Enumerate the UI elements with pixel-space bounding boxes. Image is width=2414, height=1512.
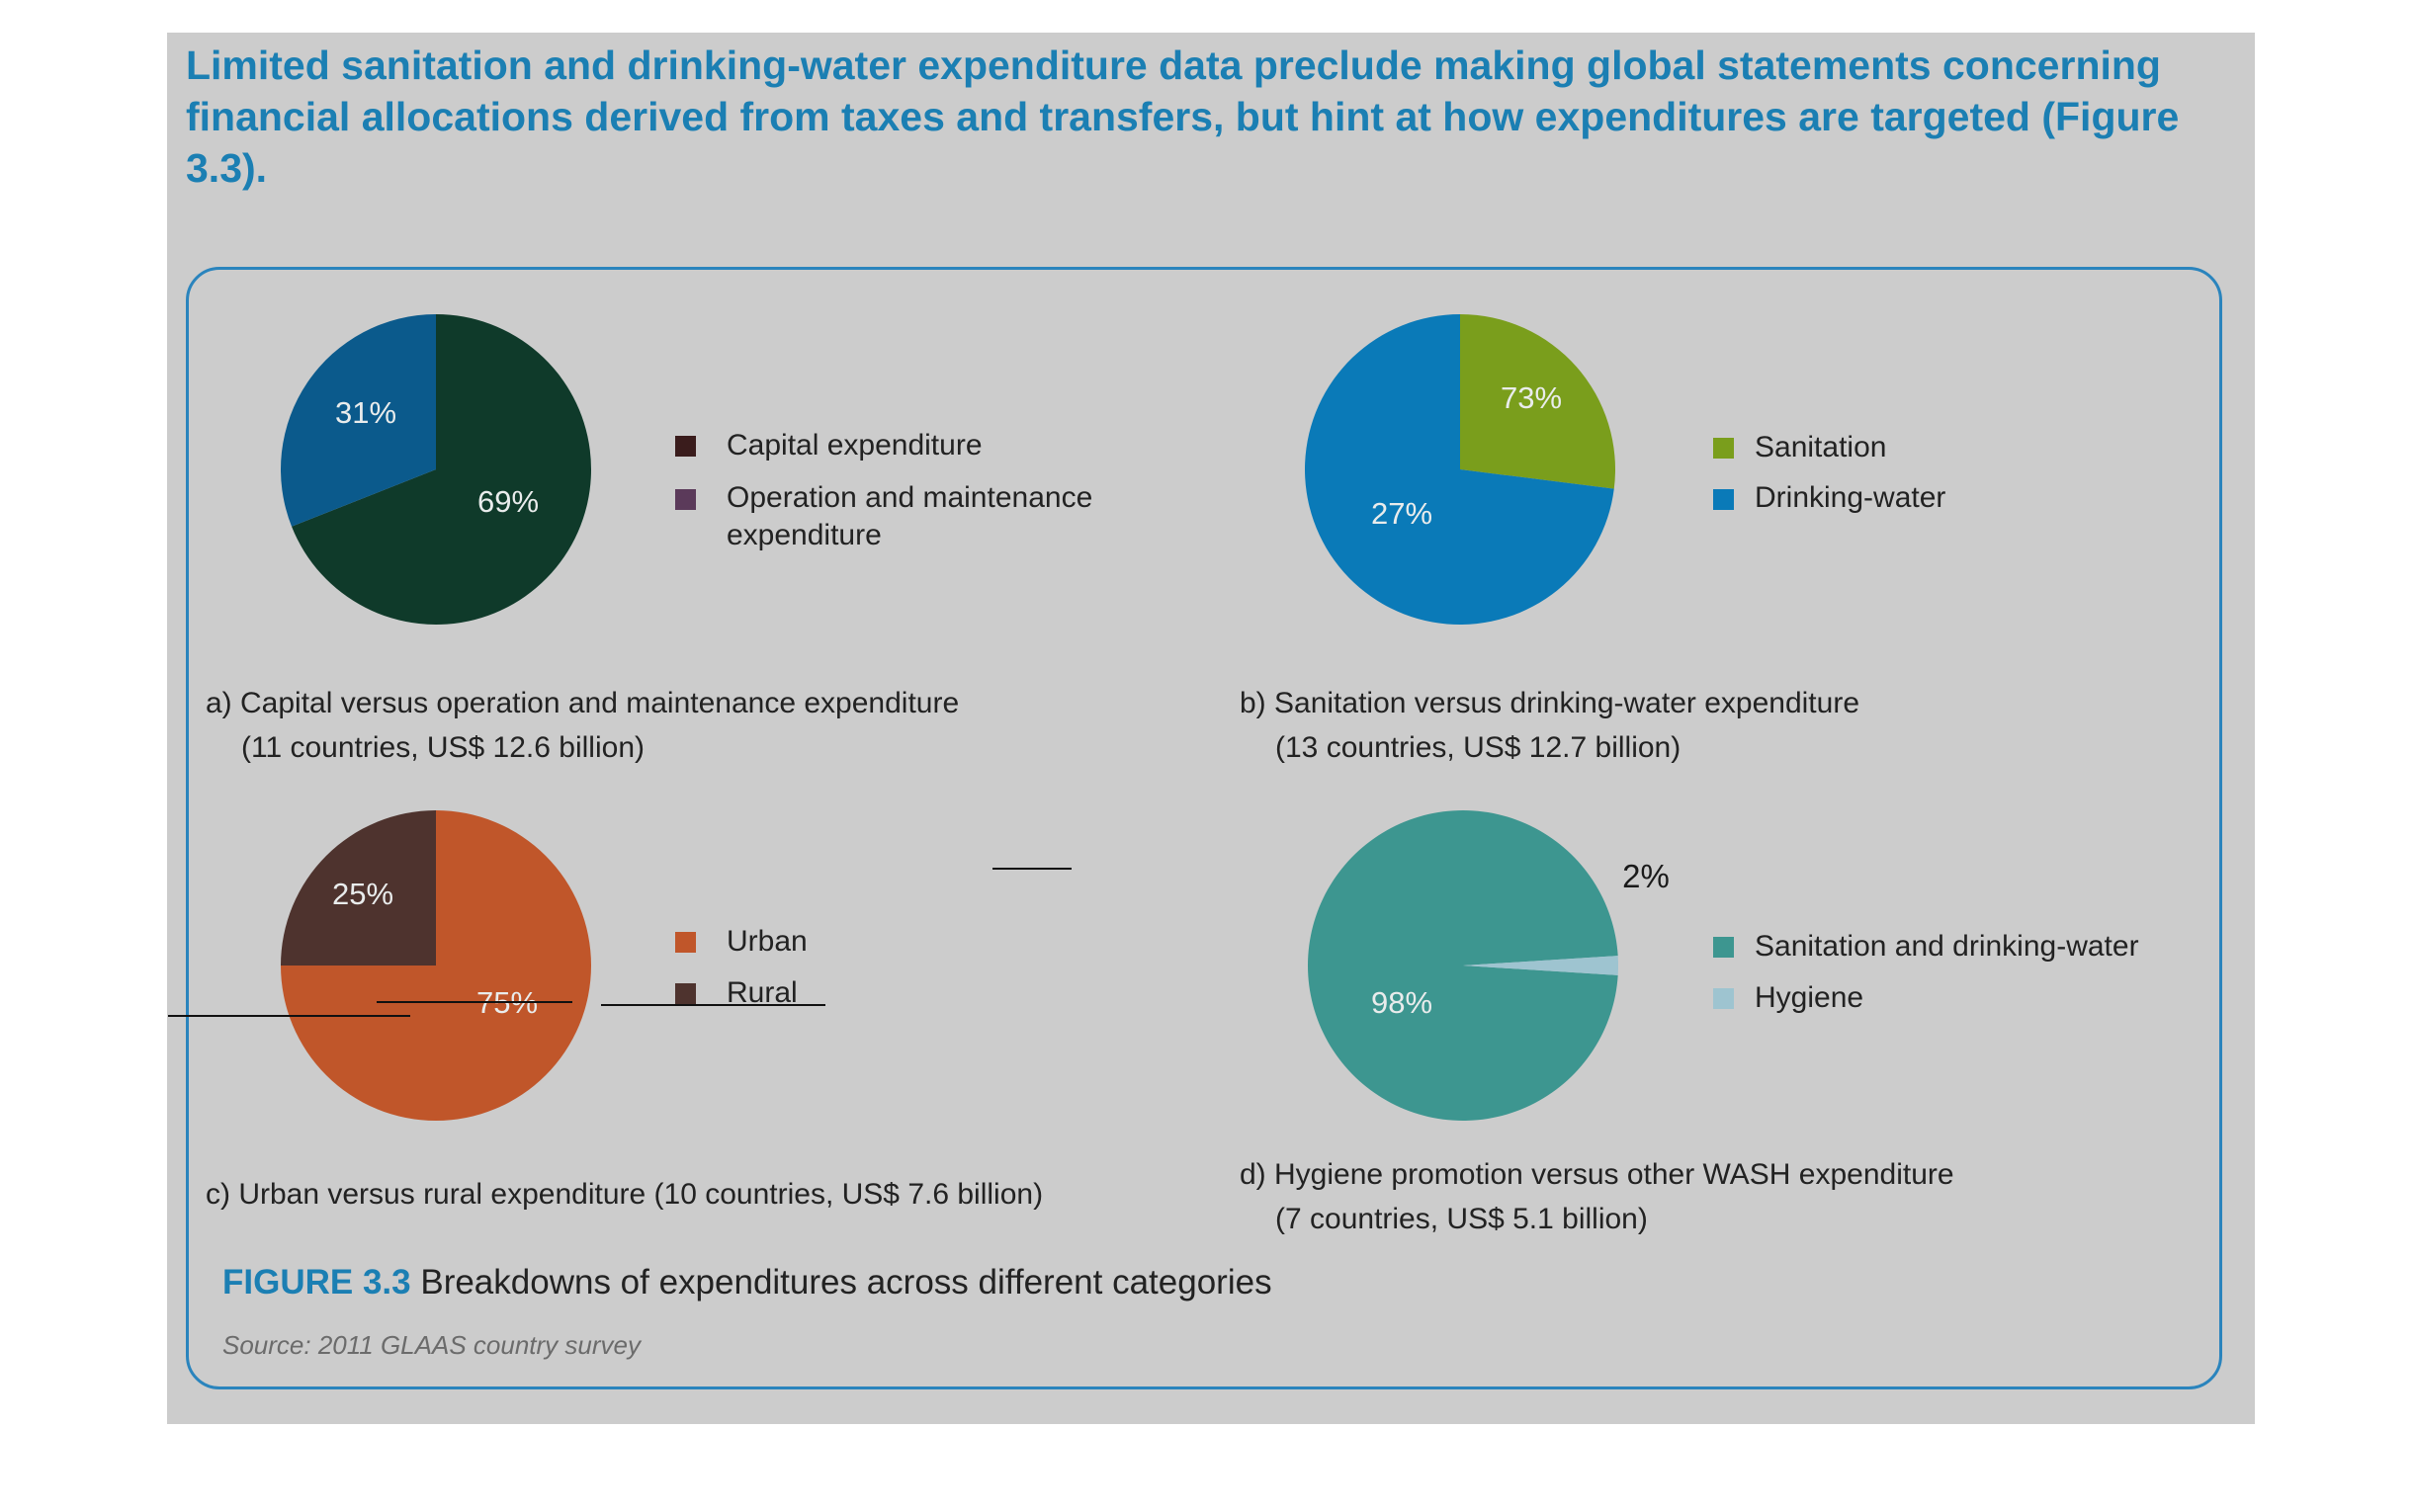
legend-swatch-urban [675, 932, 696, 953]
pie-label-b-2: 73% [1501, 380, 1562, 415]
pie-slice-b-1 [1460, 314, 1615, 489]
chart-a-caption-line1: a) Capital versus operation and maintena… [206, 687, 960, 719]
pie-slice-a-2 [281, 314, 436, 527]
legend-swatch-sanitation-and-drinking-water [1713, 937, 1734, 958]
pie-slice-b-2 [1304, 314, 1614, 625]
pie-label-d-2: 2% [1622, 858, 1670, 894]
chart-b-caption-line2: (13 countries, US$ 12.7 billion) [1275, 731, 1681, 764]
pie-slice-d-2 [1463, 956, 1618, 975]
legend-label-sanitation-and-drinking-water: Sanitation and drinking-water [1755, 930, 2139, 963]
chart-a-caption-line2: (11 countries, US$ 12.6 billion) [241, 731, 645, 764]
legend-swatch-sanitation [1713, 438, 1734, 459]
legend-swatch-drinking-water [1713, 489, 1734, 510]
legend-swatch-rural [675, 983, 696, 1004]
chart-c-caption: c) Urban versus rural expenditure (10 co… [206, 1172, 1043, 1217]
legend-label-urban: Urban [727, 925, 808, 958]
pie-slice-a-1 [292, 314, 592, 625]
pie-label-a-1: 69% [477, 484, 539, 519]
figure-label: FIGURE 3.3 [222, 1263, 411, 1302]
chart-b-caption-line1: b) Sanitation versus drinking-water expe… [1240, 687, 1859, 719]
figure-caption: FIGURE 3.3 Breakdowns of expenditures ac… [222, 1263, 1272, 1302]
pie-label-c-2: 25% [332, 877, 393, 911]
pie-slice-d-1 [1308, 810, 1618, 1122]
pie-slice-c-2 [281, 810, 436, 966]
pie-label-d-1: 98% [1371, 985, 1432, 1020]
chart-b-caption: b) Sanitation versus drinking-water expe… [1240, 681, 1859, 770]
rule-line [377, 1001, 572, 1003]
figure-source: Source: 2011 GLAAS country survey [222, 1330, 641, 1360]
chart-d-caption-line1: d) Hygiene promotion versus other WASH e… [1240, 1158, 1954, 1191]
legend-swatch-operation [675, 489, 696, 510]
figure-frame [186, 267, 2222, 1389]
legend-label-hygiene: Hygiene [1755, 981, 1864, 1014]
chart-c-caption-line1: c) Urban versus rural expenditure (10 co… [206, 1178, 1044, 1211]
chart-a-caption: a) Capital versus operation and maintena… [206, 681, 959, 770]
legend-label-rural: Rural [727, 976, 798, 1009]
legend-swatch-hygiene [1713, 988, 1734, 1009]
rule-line [168, 1015, 410, 1017]
figure-title: Breakdowns of expenditures across differ… [420, 1263, 1272, 1302]
headline: Limited sanitation and drinking-water ex… [186, 42, 2180, 191]
chart-d-caption-line2: (7 countries, US$ 5.1 billion) [1275, 1203, 1648, 1235]
rule-line [601, 1004, 825, 1006]
legend-label-capital: Capital expenditure [727, 429, 983, 462]
pie-label-b-1: 27% [1371, 496, 1432, 531]
legend-label-drinking-water: Drinking-water [1755, 481, 1946, 514]
chart-d-caption: d) Hygiene promotion versus other WASH e… [1240, 1152, 1954, 1241]
legend-swatch-capital [675, 436, 696, 457]
legend-label-sanitation: Sanitation [1755, 431, 1887, 463]
legend-label-operation: Operation and maintenance expenditure [727, 481, 1093, 551]
pie-label-a-2: 31% [335, 395, 396, 430]
background-panel [167, 33, 2255, 1424]
rule-line [992, 868, 1072, 870]
